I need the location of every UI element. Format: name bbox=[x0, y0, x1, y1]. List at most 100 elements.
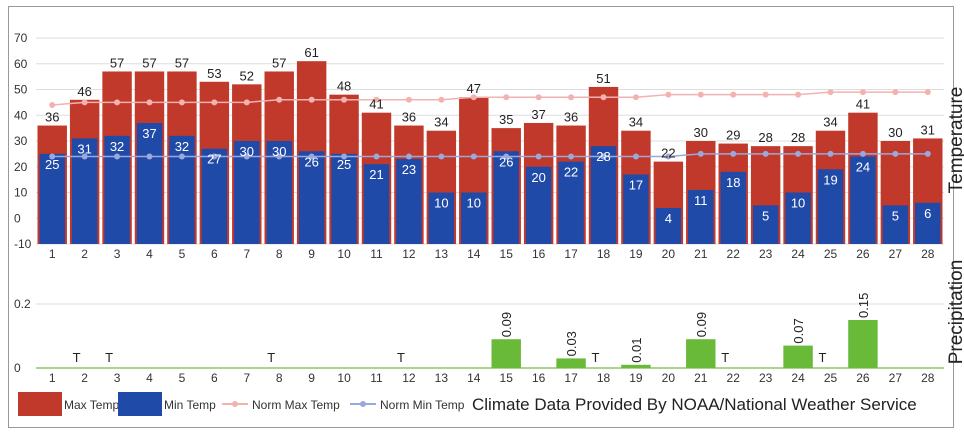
precip-x-tick-label: 16 bbox=[532, 371, 546, 385]
precipitation-label: 0.09 bbox=[499, 312, 514, 337]
min-temp-label: 26 bbox=[304, 154, 318, 169]
min-temp-label: 32 bbox=[110, 139, 124, 154]
norm-min-temp-line bbox=[52, 153, 928, 158]
norm-min-temp-point bbox=[341, 153, 348, 160]
min-temp-label: 30 bbox=[272, 144, 286, 159]
norm-min-temp-point bbox=[697, 150, 704, 157]
precip-x-tick-label: 6 bbox=[211, 371, 218, 385]
norm-max-temp-point bbox=[535, 94, 542, 101]
precip-x-tick-label: 5 bbox=[179, 371, 186, 385]
norm-min-temp-point bbox=[892, 150, 899, 157]
norm-min-temp-point bbox=[276, 153, 283, 160]
temp-x-tick-label: 26 bbox=[856, 247, 870, 261]
precipitation-bar bbox=[848, 320, 878, 368]
temp-x-tick-label: 19 bbox=[629, 247, 643, 261]
temp-y-tick-label: 30 bbox=[14, 134, 28, 148]
min-temp-label: 28 bbox=[596, 149, 610, 164]
max-temp-label: 29 bbox=[726, 128, 740, 143]
temp-x-tick-label: 3 bbox=[114, 247, 121, 261]
norm-max-temp-point bbox=[568, 94, 575, 101]
precipitation-bars bbox=[491, 320, 878, 368]
precip-x-tick-label: 26 bbox=[856, 371, 870, 385]
trace-label: T bbox=[397, 350, 405, 365]
precipitation-label: 0.01 bbox=[629, 337, 644, 362]
min-temp-bar bbox=[39, 153, 65, 244]
precip-x-tick-label: 23 bbox=[759, 371, 773, 385]
norm-max-temp-point bbox=[697, 91, 704, 98]
temp-x-tick-label: 10 bbox=[337, 247, 351, 261]
max-temp-label: 57 bbox=[175, 55, 189, 70]
temp-y-tick-label: 60 bbox=[14, 57, 28, 71]
max-temp-label: 34 bbox=[434, 115, 448, 130]
precipitation-data-labels: T T T T 0.09 0.03 T 0.01 0.09 T 0.07 T 0.15 bbox=[73, 293, 871, 365]
norm-max-temp-point bbox=[276, 96, 283, 103]
min-temp-bar bbox=[785, 192, 811, 244]
temp-x-tick-label: 1 bbox=[49, 247, 56, 261]
max-temp-label: 37 bbox=[531, 107, 545, 122]
trace-label: T bbox=[721, 350, 729, 365]
min-temp-bar bbox=[461, 192, 487, 244]
max-temp-label: 48 bbox=[337, 79, 351, 94]
precipitation-label: 0.07 bbox=[791, 318, 806, 343]
min-temp-label: 11 bbox=[694, 193, 708, 208]
trace-label: T bbox=[73, 350, 81, 365]
legend-label: Norm Min Temp bbox=[380, 398, 465, 412]
min-temp-bar bbox=[720, 171, 746, 244]
legend: Max Temp Min Temp Norm Max Temp Norm Min Te… bbox=[18, 392, 465, 416]
temp-y-tick-label: -10 bbox=[14, 237, 32, 251]
min-temp-bar bbox=[331, 153, 357, 244]
temp-x-tick-label: 5 bbox=[179, 247, 186, 261]
precip-x-tick-label: 18 bbox=[597, 371, 611, 385]
norm-max-temp-point bbox=[795, 91, 802, 98]
norm-min-temp-point bbox=[665, 153, 672, 160]
max-temp-label: 22 bbox=[661, 146, 675, 161]
min-temp-label: 32 bbox=[175, 139, 189, 154]
min-temp-label: 27 bbox=[207, 152, 221, 167]
legend-label: Min Temp bbox=[164, 398, 216, 412]
min-temp-bar bbox=[655, 207, 682, 244]
min-temp-label: 26 bbox=[499, 154, 513, 169]
min-temp-bar bbox=[428, 192, 455, 244]
precipitation-bar bbox=[491, 339, 521, 368]
max-temp-label: 57 bbox=[272, 55, 286, 70]
precip-x-tick-label: 13 bbox=[435, 371, 449, 385]
min-temp-bar bbox=[363, 164, 390, 244]
min-temp-bar bbox=[688, 189, 714, 244]
min-temp-bar bbox=[201, 148, 228, 244]
min-temp-bar bbox=[623, 174, 649, 244]
precipitation-axis-title: Precipitation bbox=[946, 260, 964, 365]
temp-x-tick-label: 22 bbox=[727, 247, 741, 261]
norm-max-temp-point bbox=[600, 94, 607, 101]
max-temp-label: 41 bbox=[369, 97, 383, 112]
data-credit: Climate Data Provided By NOAA/National W… bbox=[472, 395, 917, 414]
norm-max-temp-point bbox=[243, 99, 250, 106]
legend-label: Norm Max Temp bbox=[252, 398, 340, 412]
precipitation-label: 0.09 bbox=[694, 312, 709, 337]
precip-x-tick-label: 28 bbox=[921, 371, 935, 385]
temperature-bars bbox=[37, 61, 943, 245]
precip-x-tick-label: 21 bbox=[694, 371, 708, 385]
norm-max-temp-point bbox=[308, 96, 315, 103]
min-temp-bar bbox=[752, 205, 779, 244]
norm-min-temp-point bbox=[730, 150, 737, 157]
temp-x-tick-label: 28 bbox=[921, 247, 935, 261]
norm-max-temp-point bbox=[211, 99, 218, 106]
norm-min-temp-point bbox=[178, 153, 185, 160]
min-temp-bar bbox=[396, 159, 422, 244]
precip-x-tick-label: 24 bbox=[791, 371, 805, 385]
temperature-axis-title: Temperature bbox=[946, 87, 964, 194]
max-temp-label: 34 bbox=[629, 115, 643, 130]
max-temp-label: 47 bbox=[467, 81, 481, 96]
min-temp-bar bbox=[882, 205, 909, 244]
precip-x-tick-label: 9 bbox=[308, 371, 315, 385]
min-temp-label: 23 bbox=[402, 162, 416, 177]
precip-x-tick-label: 14 bbox=[467, 371, 481, 385]
norm-min-temp-point bbox=[81, 153, 88, 160]
max-temp-label: 52 bbox=[240, 68, 254, 83]
min-temp-label: 31 bbox=[77, 141, 91, 156]
norm-min-temp-point bbox=[405, 153, 412, 160]
min-temp-label: 21 bbox=[369, 167, 383, 182]
precip-x-tick-label: 20 bbox=[662, 371, 676, 385]
norm-max-temp-point bbox=[762, 91, 769, 98]
norm-min-temp-point bbox=[438, 153, 445, 160]
